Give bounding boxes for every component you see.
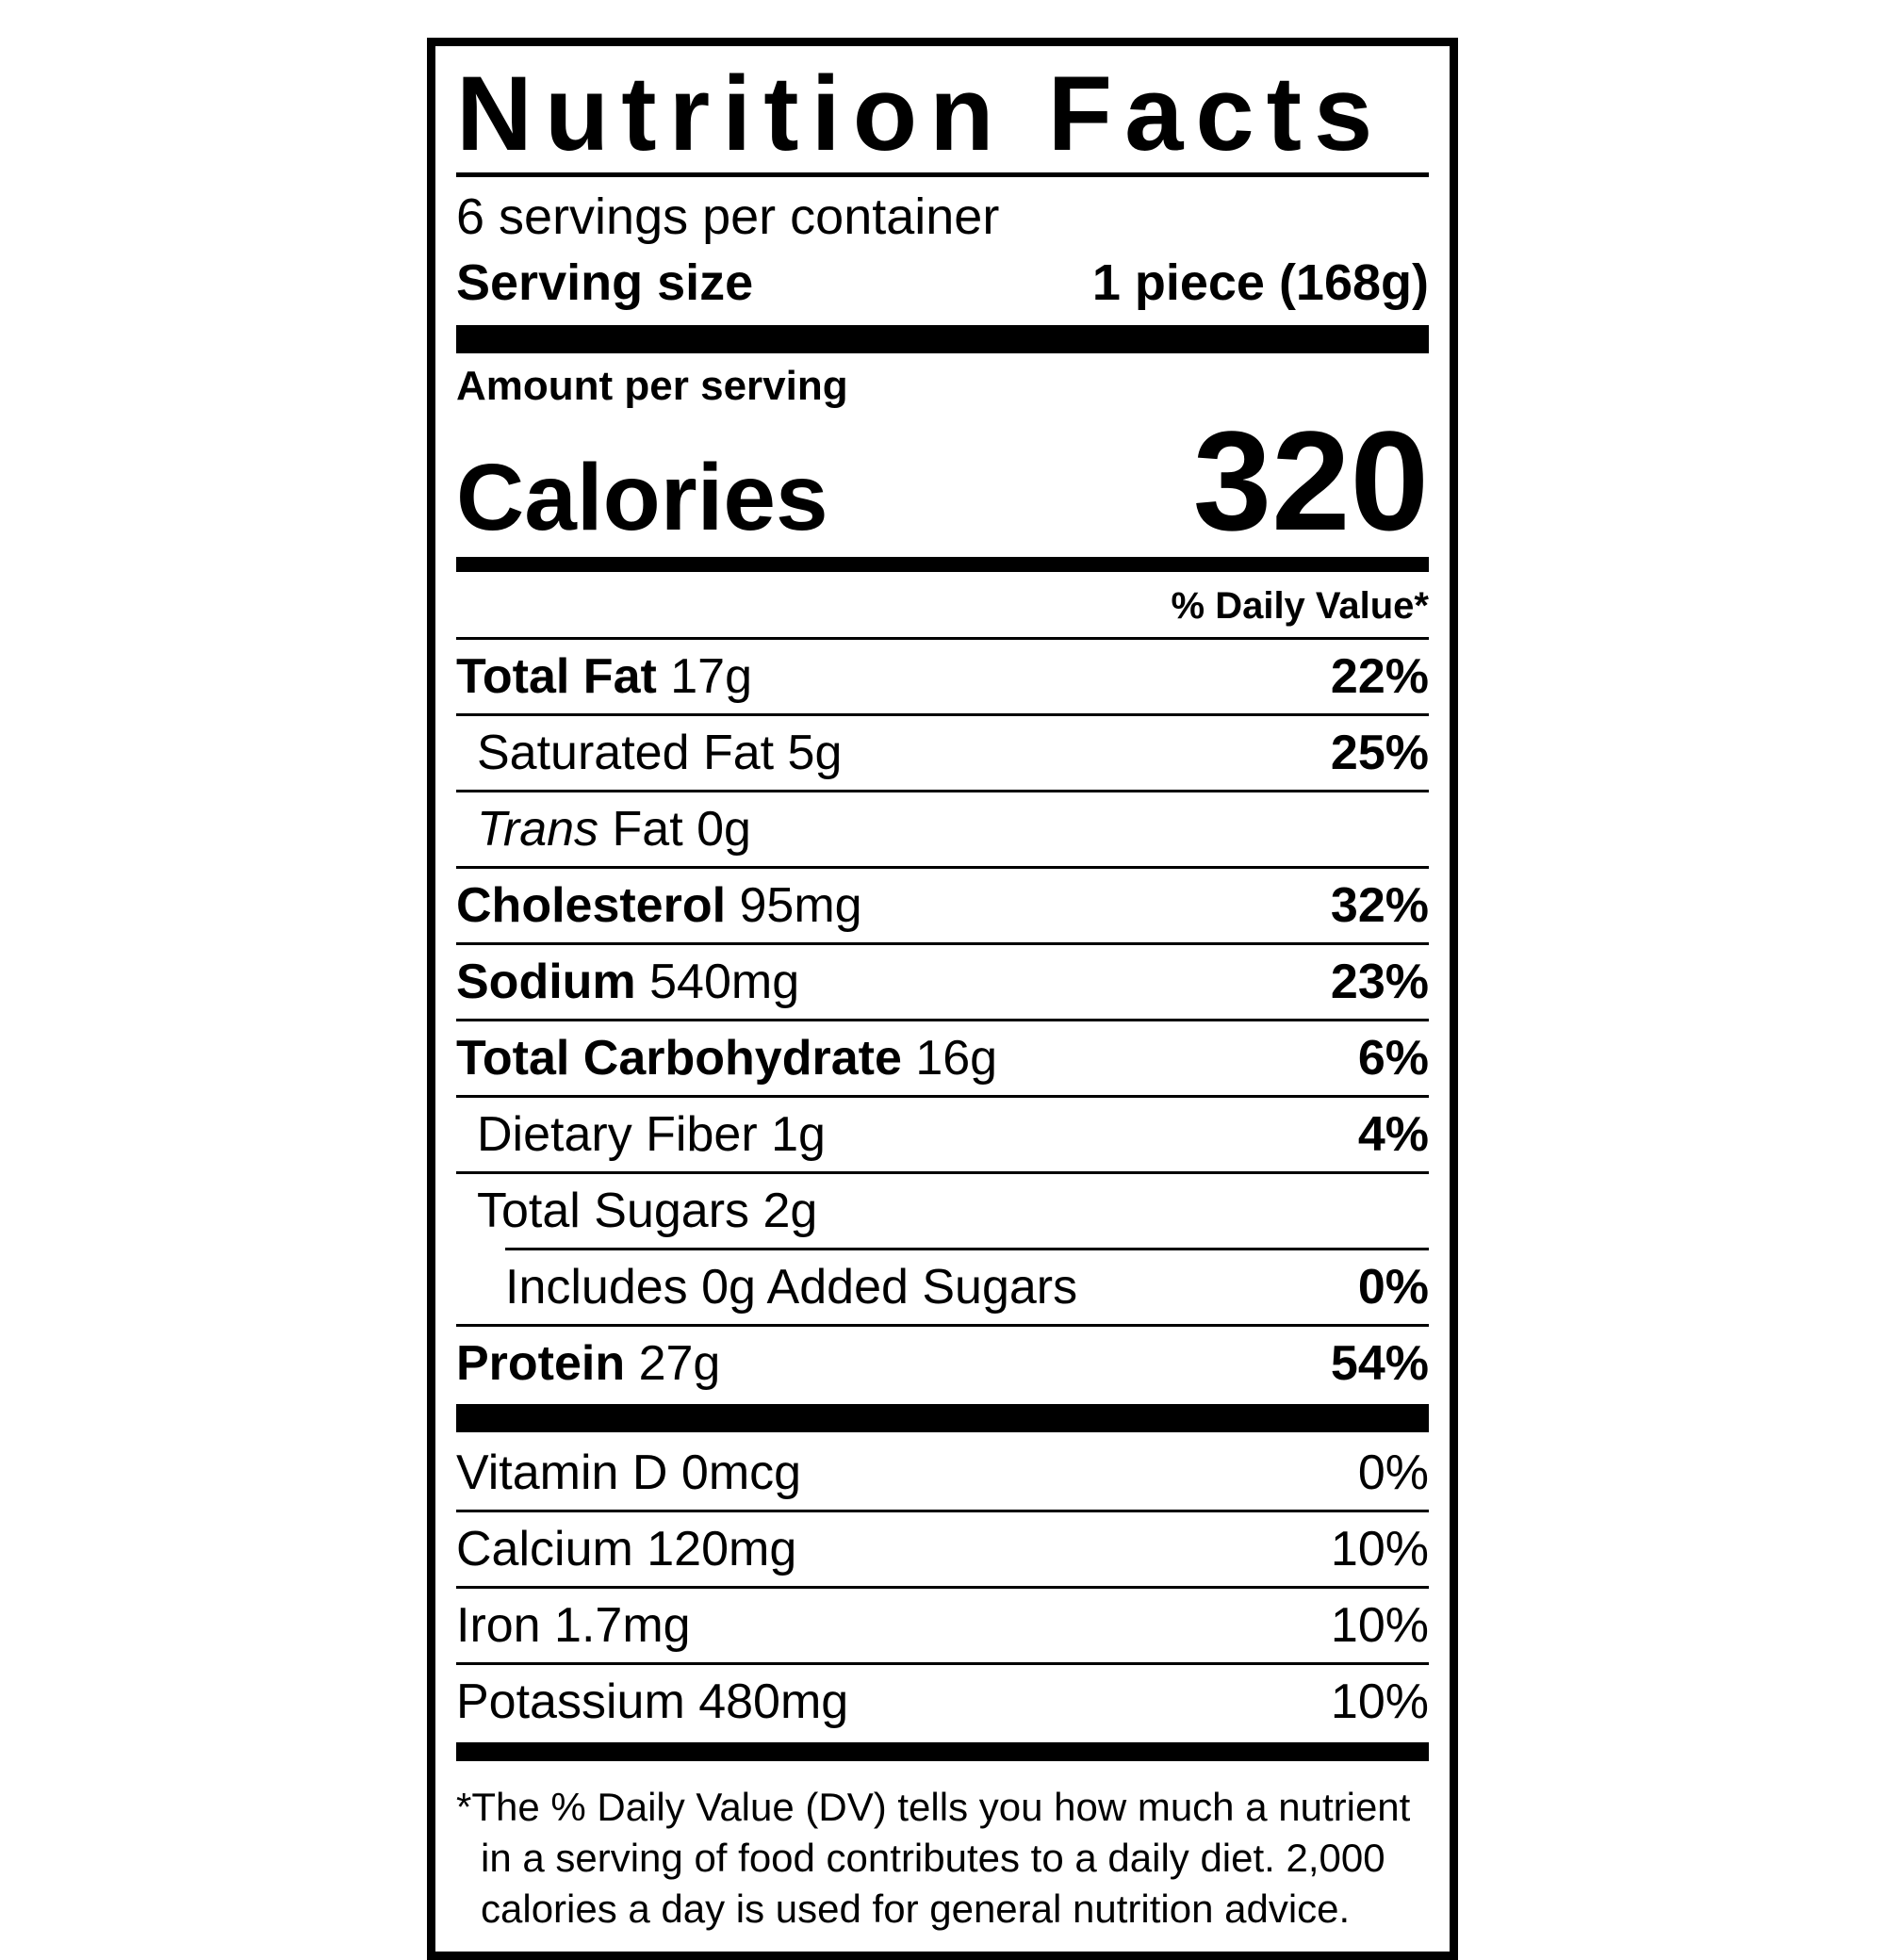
divider — [456, 1095, 1429, 1099]
divider — [456, 172, 1429, 178]
calories-row: Calories 320 — [456, 410, 1429, 551]
serving-size-label: Serving size — [456, 254, 754, 312]
nutrient-row-protein: Protein 27g 54% — [456, 1327, 1429, 1400]
thick-divider-bar — [456, 1404, 1429, 1433]
micronutrient-row-vitamin-d: Vitamin D 0mcg 0% — [456, 1436, 1429, 1510]
nutrient-amount: 17g — [670, 649, 753, 705]
label-title: Nutrition Facts — [456, 55, 1385, 172]
nutrient-amount: 540mg — [649, 955, 800, 1010]
divider — [456, 790, 1429, 793]
divider — [505, 1248, 1429, 1251]
nutrient-row-total-fat: Total Fat 17g 22% — [456, 640, 1429, 713]
serving-size-value: 1 piece (168g) — [1091, 254, 1429, 312]
micronutrient-row-iron: Iron 1.7mg 10% — [456, 1589, 1429, 1662]
nutrient-row-saturated-fat: Saturated Fat 5g 25% — [456, 716, 1429, 790]
amount-per-serving-label: Amount per serving — [456, 363, 848, 410]
divider — [456, 1019, 1429, 1022]
nutrient-amount: 2g — [762, 1184, 818, 1239]
serving-size-row: Serving size 1 piece (168g) — [456, 253, 1429, 312]
nutrient-row-cholesterol: Cholesterol 95mg 32% — [456, 869, 1429, 942]
nutrient-name: Trans — [477, 802, 599, 858]
nutrient-name: Dietary Fiber — [477, 1107, 758, 1163]
divider — [456, 942, 1429, 946]
nutrient-row-added-sugars: Includes 0g Added Sugars 0% — [456, 1250, 1429, 1324]
nutrient-dv: 0% — [1357, 1260, 1429, 1315]
nutrient-row-sodium: Sodium 540mg 23% — [456, 945, 1429, 1019]
nutrient-name: Total Fat — [456, 649, 657, 705]
divider — [456, 1171, 1429, 1175]
nutrient-amount: 16g — [915, 1031, 998, 1086]
nutrition-facts-label: Nutrition Facts 6 servings per container… — [427, 38, 1458, 1960]
micronutrient-name: Calcium 120mg — [456, 1522, 797, 1577]
nutrient-name: Saturated Fat — [477, 726, 775, 781]
nutrient-row-trans-fat: Trans Fat 0g — [456, 792, 1429, 866]
divider — [456, 1662, 1429, 1666]
nutrient-row-dietary-fiber: Dietary Fiber 1g 4% — [456, 1098, 1429, 1171]
nutrient-row-total-carbohydrate: Total Carbohydrate 16g 6% — [456, 1021, 1429, 1095]
nutrient-amount: Fat 0g — [612, 802, 751, 858]
calories-value: 320 — [1192, 401, 1429, 561]
nutrient-dv: 54% — [1330, 1336, 1429, 1392]
divider — [456, 1510, 1429, 1513]
nutrient-dv: 22% — [1330, 649, 1429, 705]
nutrient-name: Sodium — [456, 955, 636, 1010]
nutrient-name: Total Carbohydrate — [456, 1031, 902, 1086]
nutrient-dv: 32% — [1330, 878, 1429, 934]
micronutrient-row-calcium: Calcium 120mg 10% — [456, 1512, 1429, 1586]
servings-per-container: 6 servings per container — [456, 188, 1000, 246]
micronutrient-dv: 10% — [1330, 1674, 1429, 1730]
nutrient-dv: 6% — [1357, 1031, 1429, 1086]
micronutrient-dv: 10% — [1330, 1522, 1429, 1577]
micronutrient-dv: 0% — [1357, 1446, 1429, 1501]
nutrient-amount: 27g — [638, 1336, 721, 1392]
micronutrient-name: Vitamin D 0mcg — [456, 1446, 802, 1501]
medium-divider-bar — [456, 557, 1429, 573]
micronutrient-row-potassium: Potassium 480mg 10% — [456, 1665, 1429, 1739]
divider — [456, 866, 1429, 870]
nutrient-dv: 4% — [1357, 1107, 1429, 1163]
divider — [456, 713, 1429, 717]
nutrient-name: Includes 0g Added Sugars — [505, 1260, 1078, 1315]
daily-value-header: % Daily Value* — [1171, 585, 1429, 628]
nutrient-dv: 23% — [1330, 955, 1429, 1010]
nutrient-amount: 1g — [771, 1107, 826, 1163]
nutrient-amount: 95mg — [739, 878, 862, 934]
nutrient-row-total-sugars: Total Sugars 2g — [456, 1174, 1429, 1248]
nutrient-name: Total Sugars — [477, 1184, 750, 1239]
micronutrient-dv: 10% — [1330, 1598, 1429, 1654]
nutrient-name: Cholesterol — [456, 878, 727, 934]
micronutrient-name: Iron 1.7mg — [456, 1598, 691, 1654]
divider — [456, 1586, 1429, 1590]
divider — [456, 637, 1429, 641]
nutrient-dv: 25% — [1330, 726, 1429, 781]
nutrient-name: Protein — [456, 1336, 626, 1392]
thick-divider-bar — [456, 325, 1429, 354]
micronutrient-name: Potassium 480mg — [456, 1674, 849, 1730]
medium-divider-bar — [456, 1742, 1429, 1762]
nutrient-amount: 5g — [787, 726, 843, 781]
calories-label: Calories — [456, 445, 828, 551]
daily-value-footnote: *The % Daily Value (DV) tells you how mu… — [456, 1785, 1411, 1931]
divider — [456, 1324, 1429, 1328]
